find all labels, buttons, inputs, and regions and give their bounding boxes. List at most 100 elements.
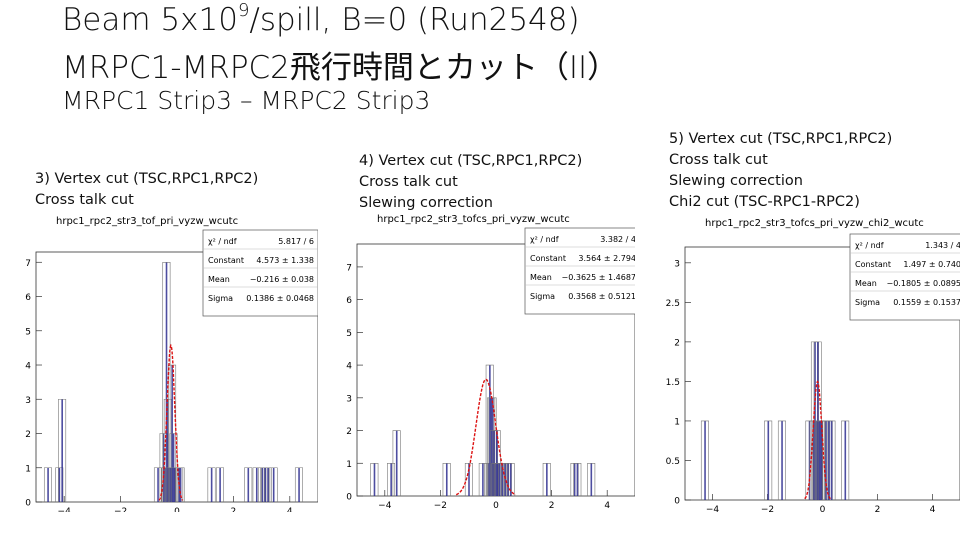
histogram-bar bbox=[494, 463, 497, 496]
y-tick-label: 2 bbox=[346, 427, 352, 437]
y-tick-label: 5 bbox=[25, 327, 31, 337]
stats-value: 3.382 / 4 bbox=[600, 235, 635, 244]
histogram-bar bbox=[247, 467, 250, 502]
x-tick-label: −4 bbox=[706, 505, 720, 514]
y-tick-label: 3 bbox=[674, 259, 680, 269]
y-tick-label: 0 bbox=[674, 497, 680, 507]
histogram-outline bbox=[387, 462, 396, 496]
histogram-outline bbox=[153, 467, 162, 502]
title-text-rest: /spill, B=0 (Run2548) bbox=[249, 2, 580, 38]
histogram-outline bbox=[587, 462, 596, 496]
histogram-bar bbox=[844, 420, 847, 500]
fit-curve bbox=[158, 343, 184, 501]
histogram-outline bbox=[370, 462, 379, 496]
histogram-outline bbox=[252, 467, 261, 502]
histogram-bar bbox=[157, 467, 159, 502]
note-line: Chi2 cut (TSC-RPC1-RPC2) bbox=[669, 194, 860, 210]
note-line: 3) Vertex cut (TSC,RPC1,RPC2) bbox=[35, 171, 259, 187]
histogram-bar bbox=[219, 467, 221, 502]
histogram-outline bbox=[442, 462, 451, 496]
histogram-bar bbox=[179, 467, 182, 502]
histogram-bar bbox=[501, 463, 504, 496]
y-tick-label: 2.5 bbox=[666, 299, 680, 309]
x-tick-label: 0 bbox=[493, 501, 499, 510]
y-tick-label: 1 bbox=[674, 417, 680, 427]
histogram-bar bbox=[61, 399, 63, 502]
note-line: Slewing correction bbox=[669, 173, 803, 189]
histogram-bar bbox=[818, 420, 820, 500]
stats-value: −0.3625 ± 1.4687 bbox=[562, 273, 635, 282]
histogram-outline bbox=[244, 467, 253, 502]
stats-value: 4.573 ± 1.338 bbox=[256, 256, 314, 265]
y-tick-label: 1.5 bbox=[666, 378, 680, 388]
x-tick-label: 0 bbox=[820, 505, 826, 514]
histogram-bar bbox=[390, 463, 392, 496]
histogram-outline bbox=[216, 467, 225, 502]
histogram-outline bbox=[777, 420, 786, 500]
histogram-bar bbox=[509, 463, 512, 496]
histogram-outline bbox=[58, 398, 67, 502]
stats-label: Sigma bbox=[855, 298, 880, 307]
histogram-bar bbox=[590, 463, 593, 496]
histogram-bar bbox=[487, 463, 490, 496]
histogram-bar bbox=[815, 420, 818, 500]
histogram-bar bbox=[264, 467, 267, 502]
y-tick-label: 6 bbox=[346, 296, 352, 306]
x-tick-label: −2 bbox=[434, 501, 447, 510]
panel-1-notes: 3) Vertex cut (TSC,RPC1,RPC2) Cross talk… bbox=[35, 169, 258, 211]
histogram-bar bbox=[819, 420, 822, 500]
y-tick-label: 0 bbox=[346, 493, 352, 503]
histogram-title: hrpc1_rpc2_str3_tofcs_pri_vyzw_chi2_wcut… bbox=[705, 218, 924, 229]
histogram-outline bbox=[294, 467, 303, 502]
histogram-bar bbox=[781, 420, 783, 500]
y-tick-label: 7 bbox=[25, 259, 31, 269]
stats-label: χ² / ndf bbox=[855, 241, 884, 250]
histogram-outline bbox=[162, 261, 171, 502]
note-line: Cross talk cut bbox=[359, 174, 458, 190]
histogram-bar bbox=[167, 399, 169, 502]
stats-box bbox=[524, 227, 635, 315]
histogram-outline bbox=[478, 462, 487, 496]
histogram-outline bbox=[573, 462, 582, 496]
y-tick-label: 2 bbox=[25, 430, 31, 440]
stats-value: 0.1386 ± 0.0468 bbox=[246, 294, 314, 303]
histogram-bar bbox=[395, 430, 398, 496]
histogram-outline bbox=[263, 467, 272, 502]
histogram-outline bbox=[542, 462, 551, 496]
stats-value: −0.216 ± 0.038 bbox=[250, 275, 314, 284]
y-tick-label: 4 bbox=[346, 362, 352, 372]
stats-value: 5.817 / 6 bbox=[278, 237, 314, 246]
histogram-bar bbox=[825, 420, 827, 500]
histogram-outline bbox=[176, 467, 185, 502]
y-tick-label: 4 bbox=[25, 362, 31, 372]
y-tick-label: 2 bbox=[674, 338, 680, 348]
stats-label: Mean bbox=[530, 273, 552, 282]
histogram-outline bbox=[827, 420, 836, 500]
histogram-bar bbox=[498, 463, 501, 496]
histogram-bar bbox=[47, 467, 49, 502]
histogram-bar bbox=[445, 463, 448, 496]
histogram-bar bbox=[767, 420, 770, 500]
y-tick-label: 0 bbox=[25, 499, 31, 509]
slide-title: Beam 5x109/spill, B=0 (Run2548) bbox=[62, 0, 580, 38]
note-line: Cross talk cut bbox=[669, 152, 768, 168]
stats-value: 1.343 / 4 bbox=[925, 241, 960, 250]
stats-value: −0.1805 ± 0.0895 bbox=[887, 279, 960, 288]
histogram-outline bbox=[700, 420, 709, 500]
histogram-outline bbox=[841, 420, 850, 500]
stats-box bbox=[849, 233, 960, 321]
histogram-bar bbox=[210, 467, 213, 502]
stats-label: Constant bbox=[208, 256, 244, 265]
stats-label: Sigma bbox=[208, 294, 233, 303]
histogram-outline bbox=[43, 467, 52, 502]
stats-label: χ² / ndf bbox=[208, 237, 237, 246]
x-tick-label: −4 bbox=[378, 501, 392, 510]
title-text: Beam 5x10 bbox=[62, 2, 238, 38]
stats-label: Constant bbox=[855, 260, 891, 269]
histogram-bar bbox=[168, 467, 171, 502]
y-tick-label: 0.5 bbox=[666, 457, 680, 467]
y-tick-label: 3 bbox=[25, 396, 31, 406]
x-tick-label: 4 bbox=[930, 505, 936, 514]
histogram-bar bbox=[261, 467, 264, 502]
histogram-bar bbox=[178, 467, 181, 502]
